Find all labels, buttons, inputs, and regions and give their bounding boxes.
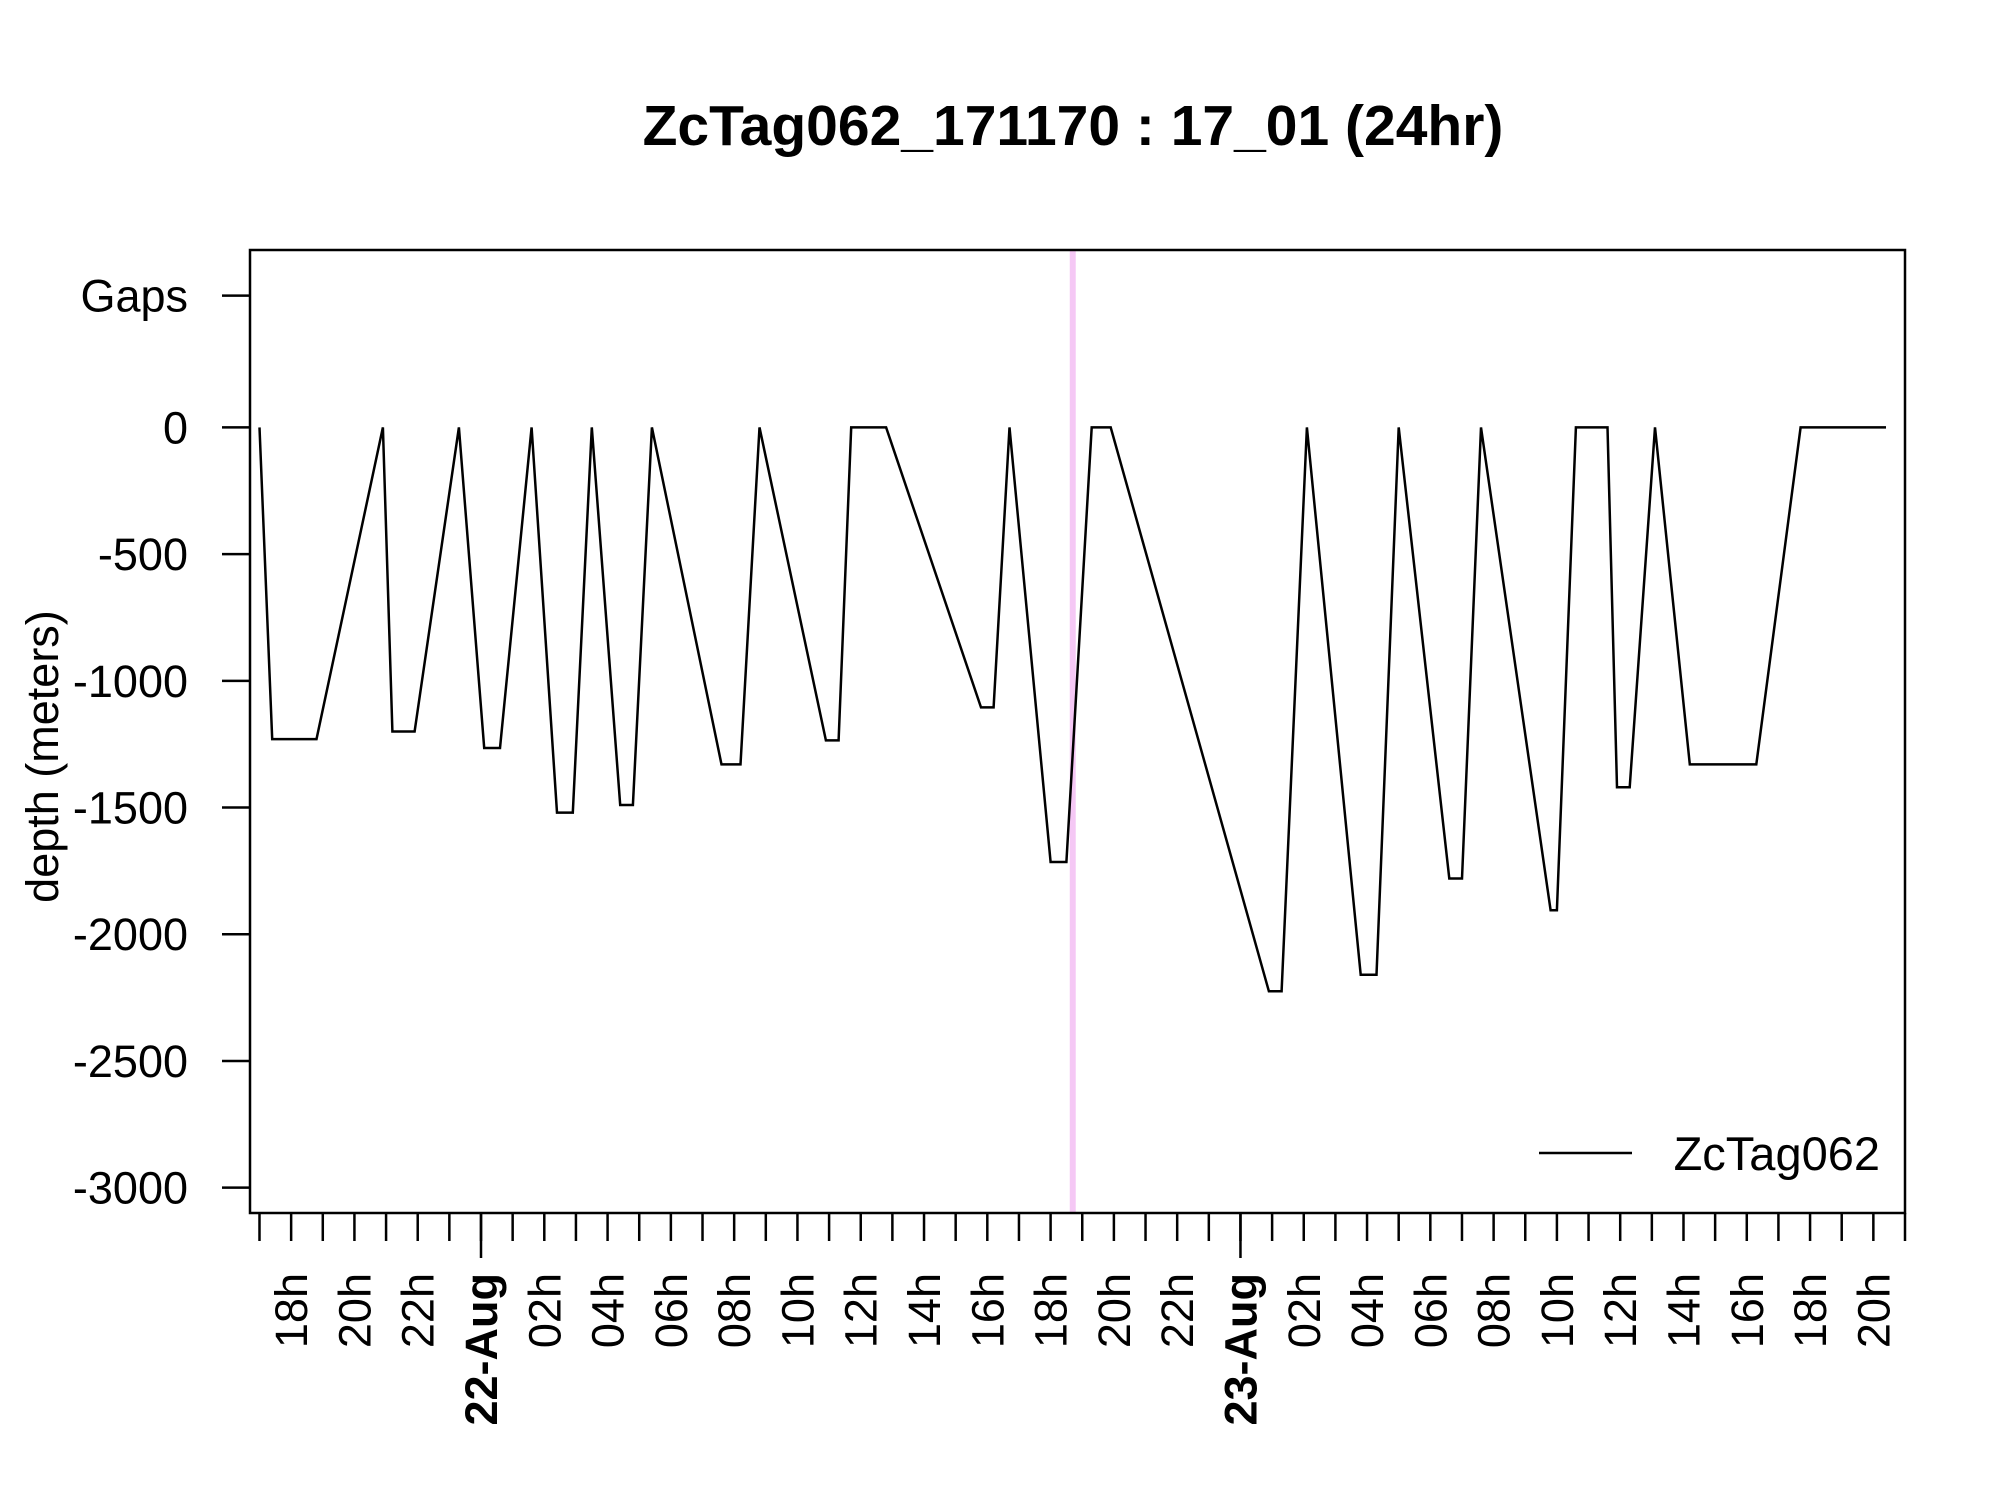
- x-tick-label-12: 18h: [1026, 1273, 1077, 1348]
- x-tick-label-7: 08h: [709, 1273, 760, 1348]
- legend-label: ZcTag062: [1674, 1127, 1880, 1180]
- x-tick-label-1: 20h: [329, 1273, 380, 1348]
- y-tick-label-3: -1000: [73, 656, 188, 707]
- x-axis: 18h 20h 22h 22-Aug 02h 04h 06h 08h 10h 12h 14h 16h 1…: [258, 1213, 1907, 1426]
- x-tick-label-16: 02h: [1279, 1273, 1330, 1348]
- y-tick-label-0: Gaps: [80, 271, 188, 322]
- series-line-zctag062: [258, 426, 1886, 993]
- x-tick-label-9: 12h: [836, 1273, 887, 1348]
- x-tick-label-15: 23-Aug: [1215, 1273, 1266, 1426]
- x-tick-label-18: 06h: [1405, 1273, 1456, 1348]
- x-tick-label-4: 02h: [519, 1273, 570, 1348]
- y-tick-label-1: 0: [163, 402, 188, 453]
- x-tick-label-17: 04h: [1342, 1273, 1393, 1348]
- x-tick-label-10: 14h: [899, 1273, 950, 1348]
- x-tick-label-2: 22h: [393, 1273, 444, 1348]
- plot-frame: [248, 248, 1907, 1215]
- y-tick-label-7: -3000: [73, 1163, 188, 1214]
- x-tick-label-5: 04h: [583, 1273, 634, 1348]
- x-tick-label-0: 18h: [266, 1273, 317, 1348]
- x-tick-label-22: 14h: [1658, 1273, 1709, 1348]
- x-tick-label-25: 20h: [1848, 1273, 1899, 1348]
- y-tick-label-2: -500: [98, 529, 188, 580]
- x-tick-label-6: 06h: [646, 1273, 697, 1348]
- y-axis-label: depth (meters): [17, 610, 68, 903]
- x-tick-label-23: 16h: [1722, 1273, 1773, 1348]
- x-tick-label-13: 20h: [1089, 1273, 1140, 1348]
- x-tick-label-24: 18h: [1785, 1273, 1836, 1348]
- x-tick-label-20: 10h: [1532, 1273, 1583, 1348]
- y-tick-label-5: -2000: [73, 909, 188, 960]
- y-axis: Gaps 0 -500 -1000 -1500 -2000 -2500 -3000: [73, 271, 250, 1214]
- x-tick-label-19: 08h: [1469, 1273, 1520, 1348]
- x-tick-label-3: 22-Aug: [456, 1273, 507, 1426]
- chart-title: ZcTag062_171170 : 17_01 (24hr): [643, 94, 1504, 158]
- legend: ZcTag062: [1539, 1127, 1880, 1180]
- y-tick-label-4: -1500: [73, 783, 188, 834]
- x-tick-label-8: 10h: [772, 1273, 823, 1348]
- y-tick-label-6: -2500: [73, 1036, 188, 1087]
- x-tick-label-21: 12h: [1595, 1273, 1646, 1348]
- x-tick-label-11: 16h: [962, 1273, 1013, 1348]
- x-tick-label-14: 22h: [1152, 1273, 1203, 1348]
